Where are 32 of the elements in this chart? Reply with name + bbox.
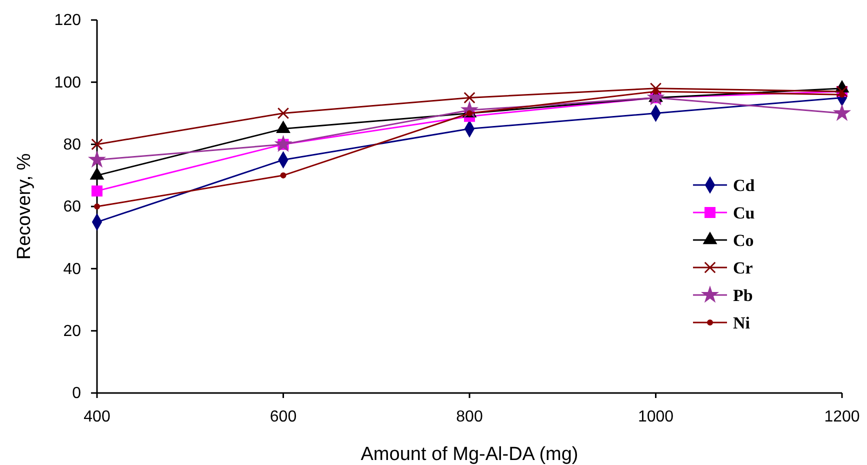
point: [277, 107, 290, 120]
x-tick-label: 600: [270, 408, 297, 426]
point: [90, 168, 104, 180]
point: [280, 172, 286, 178]
point: [92, 185, 102, 196]
x-axis-title: Amount of Mg-Al-DA (mg): [360, 444, 578, 465]
legend-label: Cr: [733, 258, 754, 278]
x-tick-label: 1000: [638, 408, 674, 426]
point: [275, 136, 292, 152]
legend-label: Co: [733, 231, 754, 250]
x-tick-label: 400: [84, 408, 110, 426]
point: [88, 151, 106, 167]
point: [652, 88, 659, 95]
y-tick-label: 40: [63, 260, 82, 278]
y-tick-label: 20: [63, 322, 82, 340]
point: [650, 82, 662, 94]
legend-label: Cd: [733, 176, 756, 195]
legend-label: Pb: [733, 286, 753, 305]
x-tick-label: 800: [456, 408, 483, 426]
point: [91, 138, 103, 150]
y-tick-label: 100: [54, 74, 82, 92]
legend-label: Ni: [733, 314, 750, 332]
legend-label: Cu: [733, 204, 755, 222]
point: [464, 92, 476, 104]
y-tick-label: 120: [54, 12, 82, 30]
point: [834, 104, 850, 120]
y-tick-label: 80: [63, 136, 82, 154]
point: [94, 203, 100, 210]
x-tick-label: 1200: [824, 408, 860, 426]
y-tick-label: 0: [72, 385, 82, 402]
y-axis-title: Recovery, %: [14, 153, 35, 260]
y-tick-label: 60: [63, 198, 82, 216]
